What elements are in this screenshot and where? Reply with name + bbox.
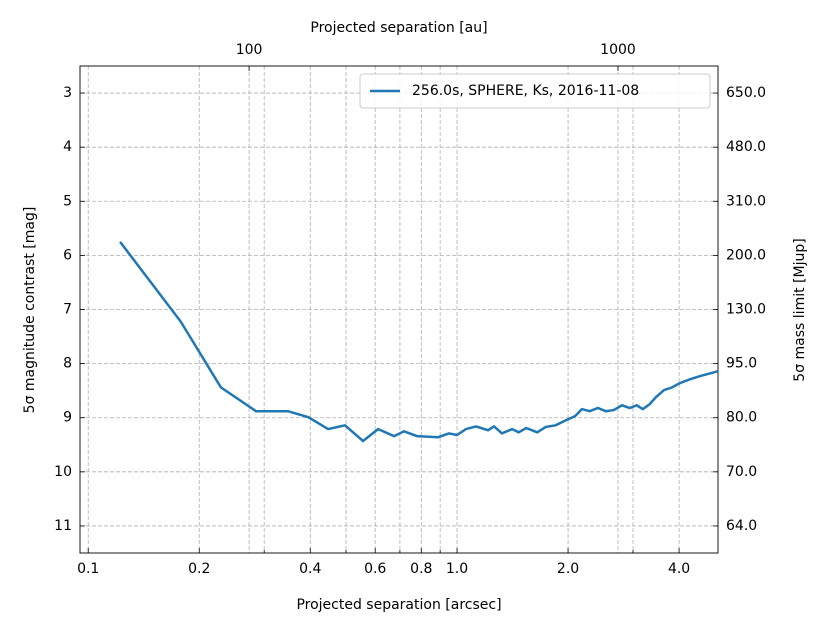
y2-tick-label: 310.0 [726,193,766,209]
x-tick-label: 0.1 [77,561,99,577]
y-tick-label: 10 [54,464,72,480]
x-tick-label: 0.2 [188,561,210,577]
x2-tick-label: 100 [236,42,263,58]
y-tick-label: 7 [63,302,72,318]
y2-tick-label: 130.0 [726,302,766,318]
x2-tick-label: 1000 [600,42,636,58]
y2-tick-label: 480.0 [726,139,766,155]
x-tick-label: 0.8 [410,561,432,577]
y2-axis-label: 5σ mass limit [Mjup] [792,238,808,381]
y-tick-label: 8 [63,356,72,372]
x-tick-label: 2.0 [557,561,579,577]
x-axis-label: Projected separation [arcsec] [296,597,501,613]
x-tick-label: 4.0 [668,561,690,577]
x2-axis-label: Projected separation [au] [310,20,487,36]
y-tick-label: 3 [63,85,72,101]
y2-tick-label: 70.0 [726,464,757,480]
x-tick-label: 0.4 [299,561,321,577]
y-tick-label: 6 [63,247,72,263]
y2-tick-label: 95.0 [726,356,757,372]
legend-box [359,73,711,109]
legend-label: 256.0s, SPHERE, Ks, 2016-11-08 [412,83,639,99]
y2-tick-label: 80.0 [726,410,757,426]
y2-tick-label: 200.0 [726,247,766,263]
y-tick-label: 9 [63,410,72,426]
y-tick-label: 5 [63,193,72,209]
y2-tick-label: 64.0 [726,518,757,534]
x-tick-label: 0.6 [364,561,386,577]
y-tick-label: 11 [54,518,72,534]
y-axis-label: 5σ magnitude contrast [mag] [22,207,38,414]
y2-tick-label: 650.0 [726,85,766,101]
plot-frame [79,65,719,554]
x-tick-label: 1.0 [446,561,468,577]
y-tick-label: 4 [63,139,72,155]
data-line [119,241,719,443]
